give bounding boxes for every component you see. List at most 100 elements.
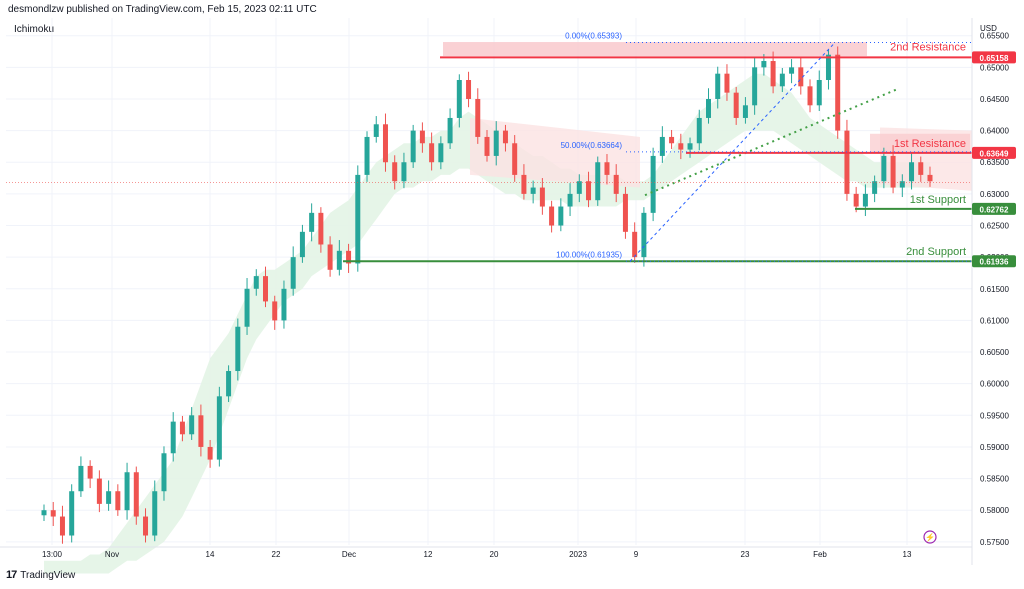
sr-zones xyxy=(443,42,970,153)
fib-level-label: 0.00%(0.65393) xyxy=(565,31,622,40)
candle-body xyxy=(622,193,628,232)
candle-body xyxy=(872,181,878,194)
candle-body xyxy=(484,136,490,156)
candle-body xyxy=(789,67,795,74)
price-tick-label: 0.64500 xyxy=(980,95,1009,104)
candle-body xyxy=(761,61,767,68)
price-tick-label: 0.65500 xyxy=(980,32,1009,41)
trendline-dotted xyxy=(644,87,899,197)
price-tag-label: 0.61936 xyxy=(980,258,1009,267)
candle-body xyxy=(161,453,167,492)
candle-body xyxy=(152,491,158,536)
candle-body xyxy=(226,371,232,397)
lightning-icon-glyph: ⚡ xyxy=(925,532,935,542)
candle-body xyxy=(373,124,379,137)
price-tag xyxy=(972,146,1016,159)
candle-body xyxy=(927,174,933,182)
candle-body xyxy=(669,136,675,144)
price-tag xyxy=(972,51,1016,64)
fib-level-label: 100.00%(0.61935) xyxy=(556,250,622,259)
price-tick-label: 0.63000 xyxy=(980,190,1009,199)
publisher-header: desmondlzw published on TradingView.com,… xyxy=(8,4,317,15)
candle-body xyxy=(78,465,84,492)
candle-body xyxy=(475,98,481,137)
candle-body xyxy=(235,326,241,372)
level-annotation: 2nd Support xyxy=(906,246,966,258)
candle-body xyxy=(650,155,656,213)
candle-body xyxy=(438,143,444,163)
candle-body xyxy=(835,54,841,131)
price-tag-label: 0.65158 xyxy=(980,54,1009,63)
candle-body xyxy=(189,415,195,435)
candle-body xyxy=(466,80,472,99)
candle-body xyxy=(659,136,665,156)
price-tick-label: 0.58500 xyxy=(980,475,1009,484)
candle-body xyxy=(87,465,93,479)
candle-body xyxy=(179,421,185,435)
candle-body xyxy=(687,143,693,150)
candle-body xyxy=(779,73,785,87)
level-annotations: 2nd Resistance 1st Resistance 1st Support 2… xyxy=(890,41,966,544)
candle-body xyxy=(742,105,748,118)
price-tick-label: 0.57500 xyxy=(980,538,1009,547)
candle-body xyxy=(429,143,435,163)
candle-body xyxy=(530,187,536,194)
candle-body xyxy=(115,491,121,511)
candle-body xyxy=(382,124,388,163)
tradingview-logo-icon: 17 xyxy=(6,569,17,581)
candle-body xyxy=(798,67,804,87)
candle-body xyxy=(909,162,915,182)
price-tick-label: 0.61500 xyxy=(980,285,1009,294)
candle-body xyxy=(336,250,342,270)
candle-body xyxy=(890,155,896,188)
candle-body xyxy=(586,181,592,201)
candle-body xyxy=(309,212,315,232)
candle-body xyxy=(715,73,721,99)
price-tick-label: 0.62500 xyxy=(980,222,1009,231)
candle-body xyxy=(604,162,610,175)
price-tick-label: 0.61000 xyxy=(980,316,1009,325)
time-tick-label: 20 xyxy=(490,550,499,559)
tradingview-footer: 17 TradingView xyxy=(6,569,75,581)
candle-body xyxy=(299,231,305,258)
candle-body xyxy=(106,491,112,504)
candle-body xyxy=(419,130,425,144)
candle-body xyxy=(364,136,370,175)
candle-body xyxy=(346,250,352,264)
candle-body xyxy=(170,421,176,454)
time-tick-label: 22 xyxy=(272,550,281,559)
candle-body xyxy=(216,396,222,460)
candle-body xyxy=(244,288,250,327)
price-tick-label: 0.59000 xyxy=(980,443,1009,452)
candle-body xyxy=(733,92,739,118)
fib-retracement: 0.00%(0.65393) 50.00%(0.63664) 100.00%(0.6… xyxy=(556,31,972,262)
time-tick-label: 14 xyxy=(206,550,215,559)
candle-body xyxy=(401,162,407,182)
candle-body xyxy=(96,478,102,504)
candle-body xyxy=(318,212,324,245)
candle-body xyxy=(567,193,573,207)
price-tick-label: 0.60000 xyxy=(980,380,1009,389)
indicator-label[interactable]: Ichimoku xyxy=(14,24,55,35)
candle-body xyxy=(853,193,859,207)
price-tick-label: 0.58000 xyxy=(980,506,1009,515)
candle-body xyxy=(263,276,268,302)
fib-diagonal xyxy=(629,42,836,262)
candle-body xyxy=(198,415,204,447)
candle-body xyxy=(521,174,527,194)
level-annotation: 1st Resistance xyxy=(894,138,966,150)
candle-body xyxy=(724,73,730,93)
resistance-zone-1 xyxy=(870,133,970,153)
grid xyxy=(6,18,972,545)
price-tick-label: 0.64000 xyxy=(980,127,1009,136)
candle-body xyxy=(392,162,398,182)
candle-body xyxy=(327,244,333,270)
candle-body xyxy=(410,130,416,163)
tradingview-logo-text: TradingView xyxy=(20,569,76,581)
candle-body xyxy=(549,206,555,226)
candle-body xyxy=(253,276,259,289)
candle-body xyxy=(493,130,499,156)
candle-body xyxy=(502,130,508,144)
price-tag xyxy=(972,202,1016,215)
